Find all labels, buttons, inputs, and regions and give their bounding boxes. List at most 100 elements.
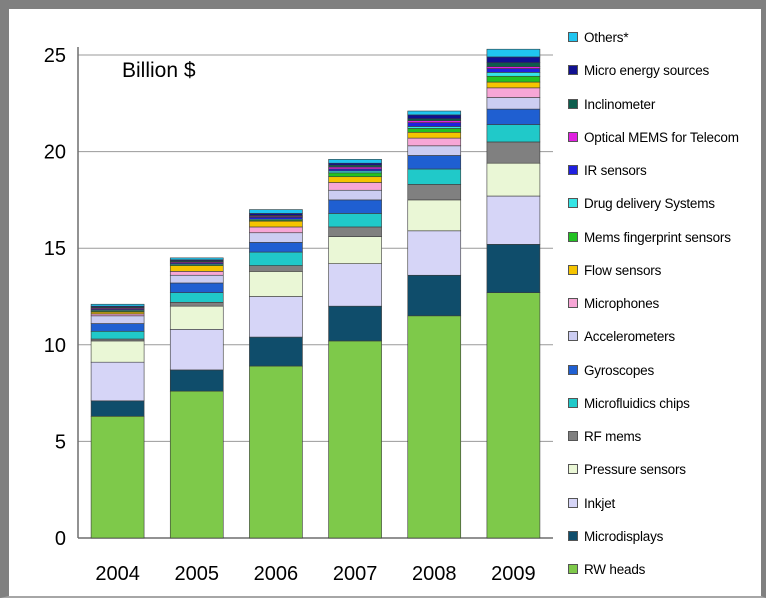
bar-segment (486, 292, 541, 539)
legend-item: Optical MEMS for Telecom (568, 130, 739, 163)
x-tick-label: 2008 (412, 563, 457, 585)
bar-segment (169, 265, 224, 272)
bar-segment (486, 244, 541, 293)
legend-label: Microphones (584, 296, 660, 311)
bar-segment (90, 340, 145, 363)
legend-item: Microfluidics chips (568, 396, 739, 429)
bar-segment (90, 361, 145, 402)
bar-segment (407, 128, 462, 133)
y-tick-label: 10 (44, 335, 66, 357)
legend-label: Microfluidics chips (584, 395, 690, 411)
bar-segment (328, 172, 382, 178)
bar-segment (407, 230, 462, 276)
legend-label: Pressure sensors (584, 462, 686, 478)
legend-item: Pressure sensors (568, 462, 739, 495)
bar-segment (486, 124, 541, 143)
legend-swatch (568, 298, 578, 308)
bar-segment (328, 236, 382, 264)
bar-segment (249, 271, 303, 297)
legend-label: Drug delivery Systems (584, 196, 715, 212)
legend-swatch (568, 564, 578, 574)
bar-segment (407, 110, 462, 116)
bar-segment (407, 315, 462, 539)
bar-segment (407, 122, 462, 127)
bar-segment (486, 108, 541, 125)
bar-segment (90, 315, 145, 324)
bar-segment (486, 75, 541, 83)
bar-segment (407, 184, 462, 201)
legend-swatch (568, 98, 578, 109)
bar-segment (169, 292, 224, 303)
legend-label: Others* (584, 30, 629, 45)
legend-label: Gyroscopes (584, 362, 655, 378)
legend-item: Gyroscopes (568, 363, 739, 396)
legend-label: IR sensors (584, 163, 647, 178)
legend-item: Others* (568, 30, 739, 63)
bar-segment (90, 330, 145, 340)
legend-label: Mems fingerprint sensors (584, 229, 731, 245)
bar-segment (249, 209, 303, 214)
bar-segment (486, 87, 541, 98)
legend-item: IR sensors (568, 163, 739, 196)
legend-label: RF mems (584, 429, 642, 444)
bar-segment (328, 305, 382, 342)
legend-swatch (568, 464, 578, 475)
legend-swatch (568, 231, 578, 242)
legend-swatch (568, 431, 578, 441)
bar-segment (169, 301, 224, 307)
legend-swatch (568, 198, 578, 209)
legend-label: Micro energy sources (584, 63, 710, 79)
bar-segment (486, 195, 541, 245)
y-tick-label: 20 (44, 142, 66, 164)
bar-segment (249, 251, 303, 266)
legend-swatch (568, 65, 578, 76)
bar-segment (407, 131, 462, 139)
bar-segment (169, 369, 224, 392)
bar-segment (486, 141, 541, 164)
legend-label: RW heads (584, 562, 646, 577)
bar-segment (249, 365, 303, 539)
bar-segment (486, 97, 541, 110)
legend-swatch (568, 397, 578, 408)
bar-segment (249, 220, 303, 228)
x-tick-label: 2004 (95, 563, 140, 585)
legend-item: Microphones (568, 296, 739, 329)
legend-swatch (568, 497, 578, 508)
legend-swatch (568, 364, 578, 375)
legend-item: Inkjet (568, 496, 739, 529)
bar-segment (328, 199, 382, 214)
legend-item: Mems fingerprint sensors (568, 230, 739, 263)
bar-segment (249, 226, 303, 234)
bar-segment (249, 232, 303, 243)
legend-item: Microdisplays (568, 529, 739, 562)
bar-segment (249, 336, 303, 367)
bar-segment (169, 271, 224, 276)
legend-item: RF mems (568, 429, 739, 462)
bar-segment (90, 415, 145, 539)
bar-segment (328, 182, 382, 191)
legend-label: Flow sensors (584, 262, 662, 278)
bar-segment (328, 213, 382, 228)
bar-segment (328, 189, 382, 201)
bar-segment (169, 282, 224, 293)
bar-segment (169, 305, 224, 330)
y-tick-label: 15 (44, 238, 66, 260)
bar-segment (90, 303, 145, 307)
x-tick-label: 2006 (254, 563, 299, 585)
x-tick-label: 2005 (175, 563, 220, 585)
legend-label: Inclinometer (584, 96, 656, 112)
legend-item: Accelerometers (568, 329, 739, 362)
bar-segment (90, 323, 145, 332)
bar-segment (407, 114, 462, 120)
bar-segment (249, 296, 303, 338)
bar-segment (486, 62, 541, 67)
legend-label: Accelerometers (584, 329, 675, 345)
legend-item: Drug delivery Systems (568, 196, 739, 229)
bar-segment (486, 56, 541, 64)
bar-segment (328, 340, 382, 539)
legend-swatch (568, 530, 578, 541)
legend-label: Optical MEMS for Telecom (584, 129, 739, 145)
legend-swatch (568, 264, 578, 275)
bar-segment (407, 199, 462, 232)
